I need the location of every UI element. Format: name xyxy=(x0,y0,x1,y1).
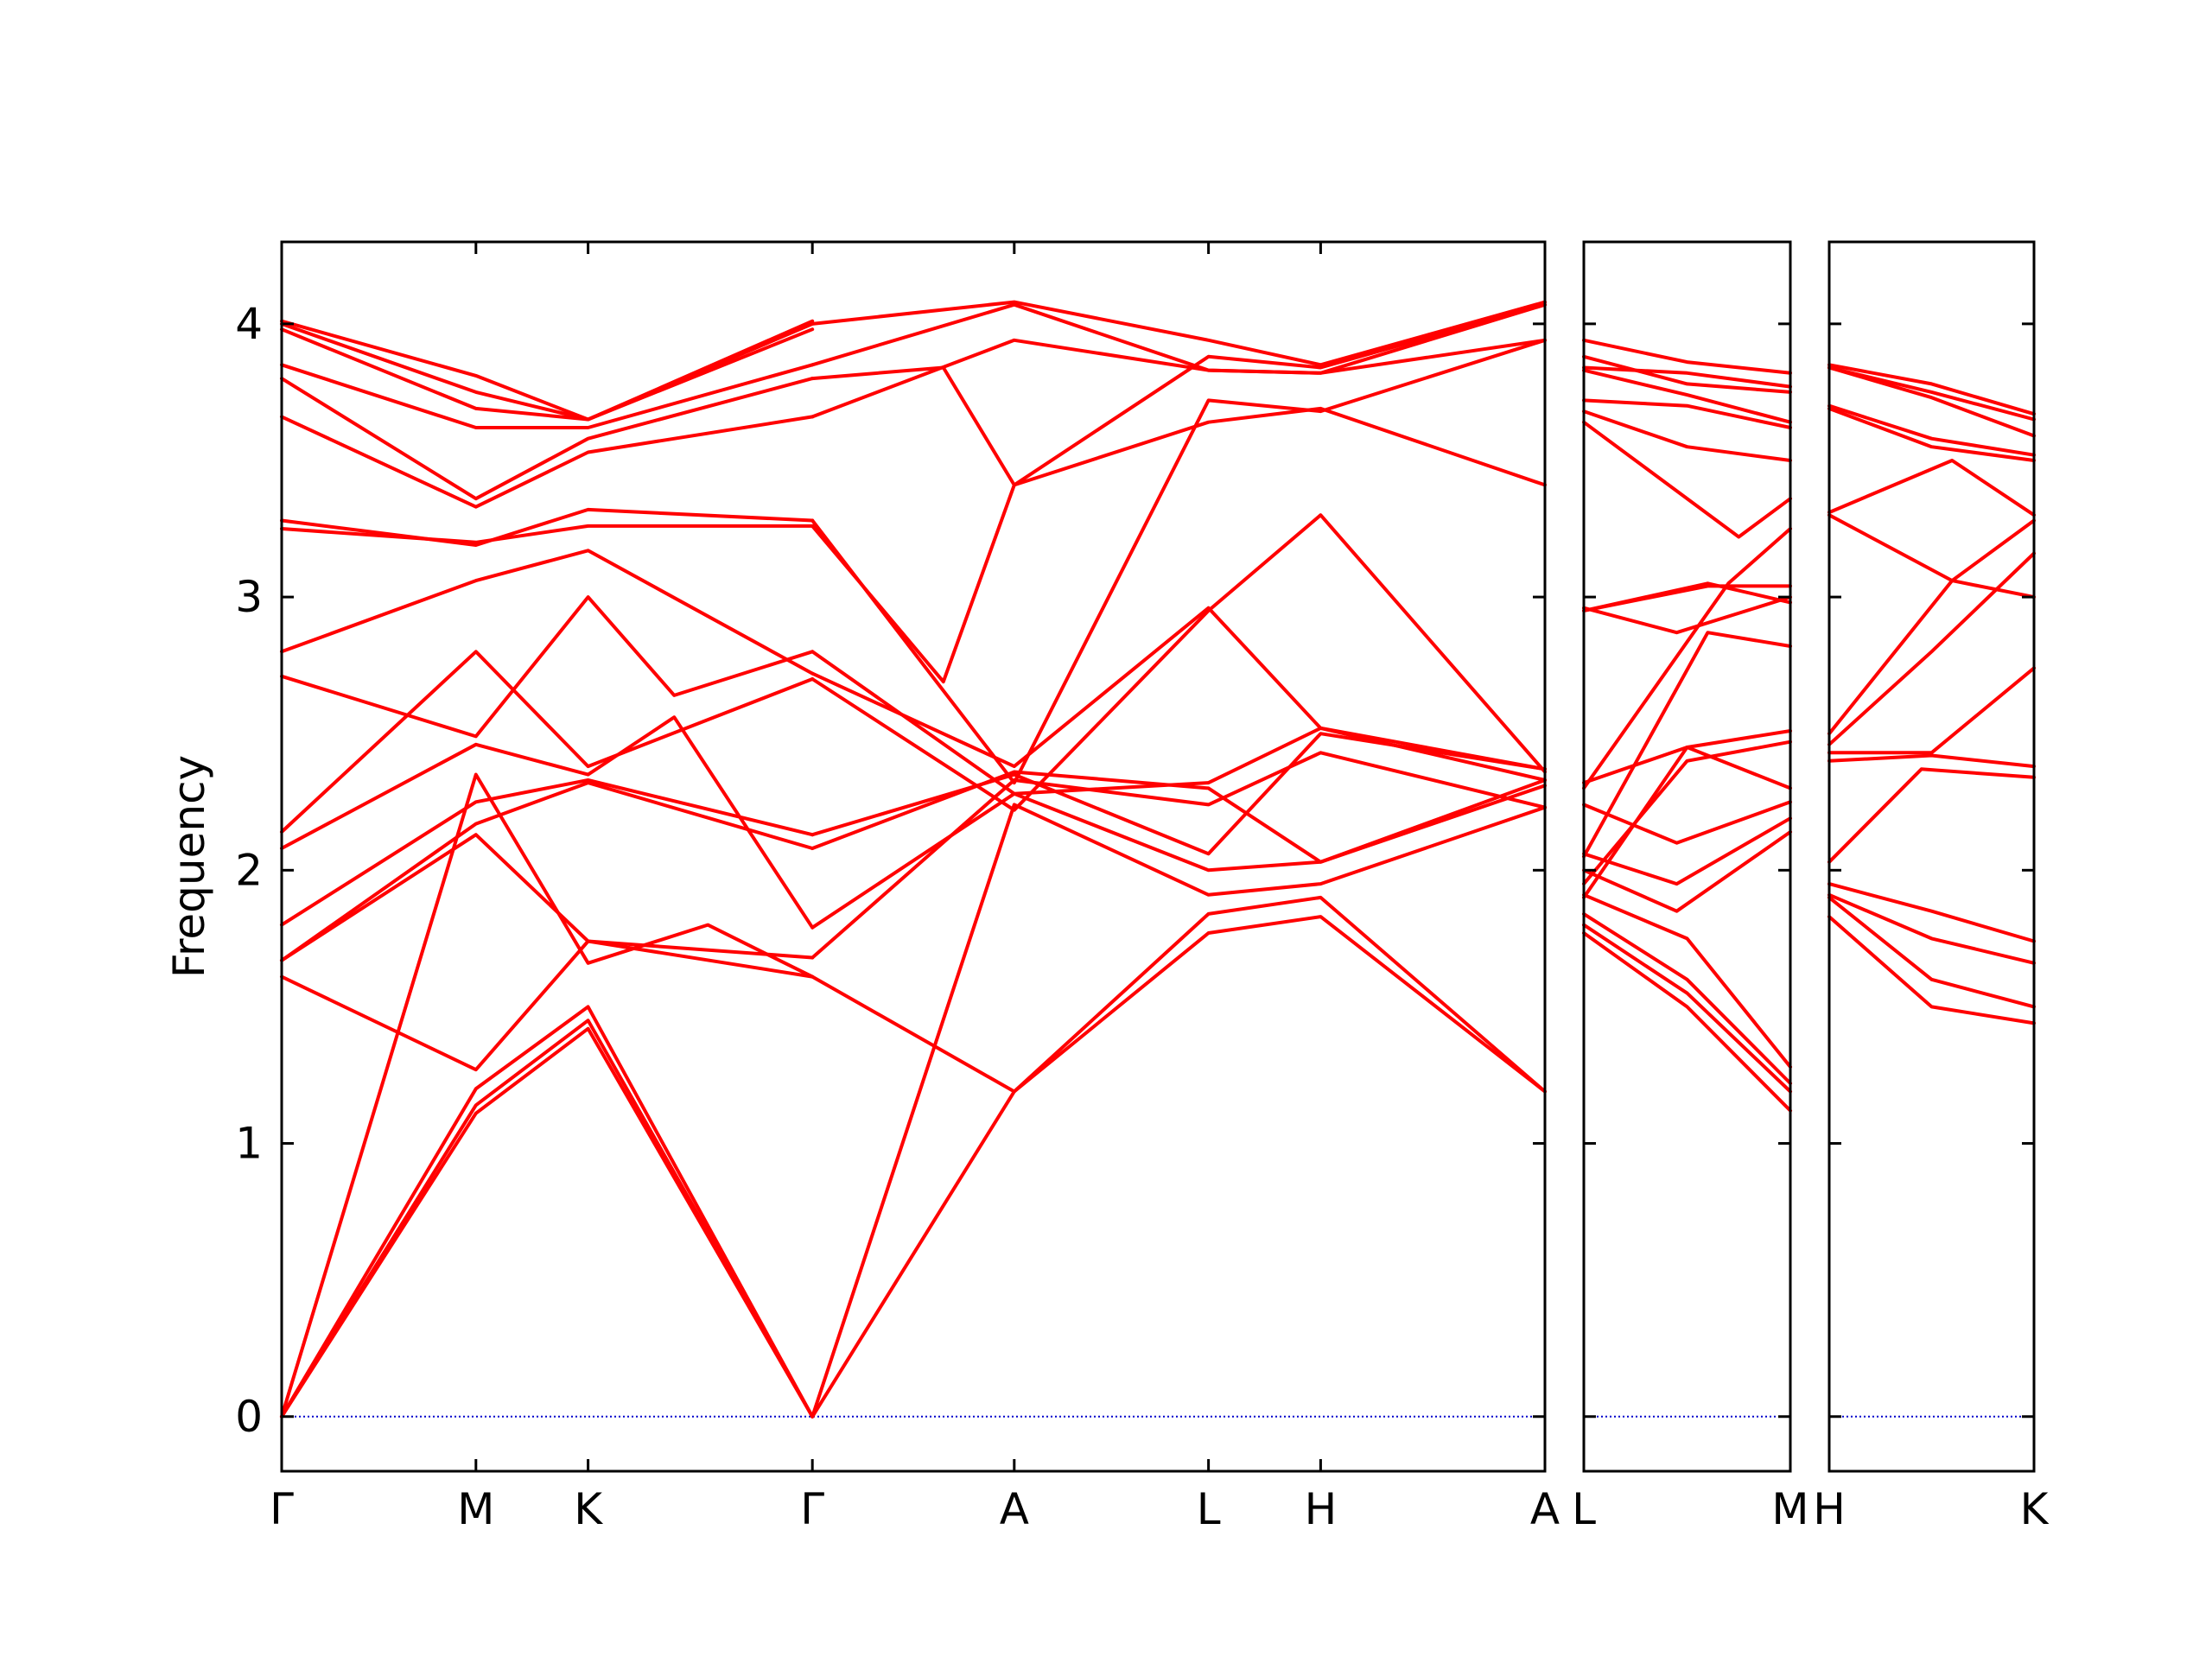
band-line-p3-4 xyxy=(1827,882,2036,943)
band-line-p2-1 xyxy=(1582,931,1792,1113)
band-line-p2-9 xyxy=(1582,739,1792,886)
band-line-p2-22 xyxy=(1582,338,1792,375)
band-line-p3-16 xyxy=(1827,363,2036,416)
band-line-p2-7 xyxy=(1582,800,1792,845)
band-line-p1-36 xyxy=(810,300,1547,367)
x-tick-label: A xyxy=(1000,1484,1029,1534)
band-line-p3-13 xyxy=(1827,403,2036,457)
band-line-p3-14 xyxy=(1827,365,2036,438)
x-tick-label: Γ xyxy=(800,1484,824,1534)
plot-frame-3 xyxy=(1827,240,2036,1473)
band-line-p2-13 xyxy=(1582,595,1792,635)
x-tick-label: M xyxy=(1771,1484,1808,1534)
band-line-p3-8 xyxy=(1827,551,2036,746)
band-line-p3-1 xyxy=(1827,915,2036,1025)
x-tick-label: K xyxy=(574,1484,603,1534)
y-tick-label: 0 xyxy=(235,1392,263,1442)
band-line-p1-31 xyxy=(810,406,1547,684)
band-line-p3-2 xyxy=(1827,895,2036,1009)
x-tick-label: H xyxy=(1305,1484,1338,1534)
band-line-p1-15 xyxy=(280,415,815,509)
band-line-p3-10 xyxy=(1827,513,2036,600)
band-line-p1-21 xyxy=(810,915,1547,1419)
band-line-p1-16 xyxy=(280,377,815,501)
y-tick-label: 2 xyxy=(235,845,263,895)
band-line-p1-14 xyxy=(280,507,815,547)
band-line-p1-22 xyxy=(810,803,1547,1419)
band-line-p2-11 xyxy=(1582,631,1792,859)
band-line-p2-18 xyxy=(1582,398,1792,429)
x-tick-label: K xyxy=(2020,1484,2050,1534)
band-line-p2-19 xyxy=(1582,368,1792,424)
x-tick-label: Γ xyxy=(270,1484,294,1534)
band-line-p1-4 xyxy=(280,772,815,1419)
band-line-p2-8 xyxy=(1582,746,1792,790)
band-line-p1-11 xyxy=(280,595,815,739)
band-line-p1-17 xyxy=(280,363,815,429)
band-line-p3-5 xyxy=(1827,767,2036,864)
band-line-p1-32 xyxy=(810,338,1547,785)
band-line-p1-33 xyxy=(810,338,1547,419)
band-line-p3-12 xyxy=(1827,406,2036,462)
band-line-p1-18 xyxy=(280,327,815,422)
band-line-p2-14 xyxy=(1582,584,1792,613)
band-line-p2-6 xyxy=(1582,816,1792,886)
band-line-p3-3 xyxy=(1827,892,2036,965)
band-line-p2-16 xyxy=(1582,420,1792,539)
band-line-p2-4 xyxy=(1582,892,1792,1069)
band-line-p1-5 xyxy=(280,939,815,1072)
band-line-p2-10 xyxy=(1582,729,1792,899)
band-line-p1-30 xyxy=(810,650,1547,796)
x-tick-label: H xyxy=(1813,1484,1846,1534)
band-line-p1-8 xyxy=(280,778,815,927)
band-line-p1-23 xyxy=(810,895,1547,1094)
band-line-p1-2 xyxy=(280,1019,815,1419)
band-line-p1-20 xyxy=(280,319,815,422)
band-line-p1-29 xyxy=(810,606,1547,782)
band-line-p1-7 xyxy=(280,781,815,962)
plot-frame-1 xyxy=(280,240,1547,1473)
x-tick-label: M xyxy=(457,1484,494,1534)
plot-frame-2 xyxy=(1582,240,1792,1473)
band-line-p2-17 xyxy=(1582,409,1792,462)
x-tick-label: L xyxy=(1572,1484,1596,1534)
band-line-p1-28 xyxy=(810,513,1547,812)
band-line-p3-7 xyxy=(1827,666,2036,755)
band-line-p2-15 xyxy=(1582,527,1792,790)
band-line-p3-9 xyxy=(1827,518,2036,736)
band-line-p2-20 xyxy=(1582,354,1792,394)
y-tick-label: 3 xyxy=(235,572,263,622)
x-tick-label: L xyxy=(1197,1484,1221,1534)
y-tick-label: 1 xyxy=(235,1119,263,1169)
band-line-p2-3 xyxy=(1582,911,1792,1085)
y-axis-title: Frequency xyxy=(164,755,214,978)
band-line-p1-35 xyxy=(810,302,1547,375)
band-line-p1-3 xyxy=(280,1005,815,1419)
band-line-p2-5 xyxy=(1582,830,1792,913)
band-line-p3-6 xyxy=(1827,753,2036,769)
y-tick-label: 4 xyxy=(235,299,263,349)
band-line-p1-26 xyxy=(810,770,1547,864)
band-line-p1-9 xyxy=(280,715,815,930)
band-line-p2-21 xyxy=(1582,365,1792,389)
band-line-p1-34 xyxy=(810,302,1547,487)
band-line-p1-12 xyxy=(280,549,815,676)
band-line-p2-2 xyxy=(1582,923,1792,1094)
band-line-p1-1 xyxy=(280,1026,815,1419)
band-line-p3-15 xyxy=(1827,365,2036,422)
band-line-p3-11 xyxy=(1827,459,2036,517)
x-tick-label: A xyxy=(1530,1484,1560,1534)
band-line-p1-6 xyxy=(280,833,815,962)
band-line-p1-10 xyxy=(280,650,815,834)
band-line-p1-13 xyxy=(280,524,815,544)
